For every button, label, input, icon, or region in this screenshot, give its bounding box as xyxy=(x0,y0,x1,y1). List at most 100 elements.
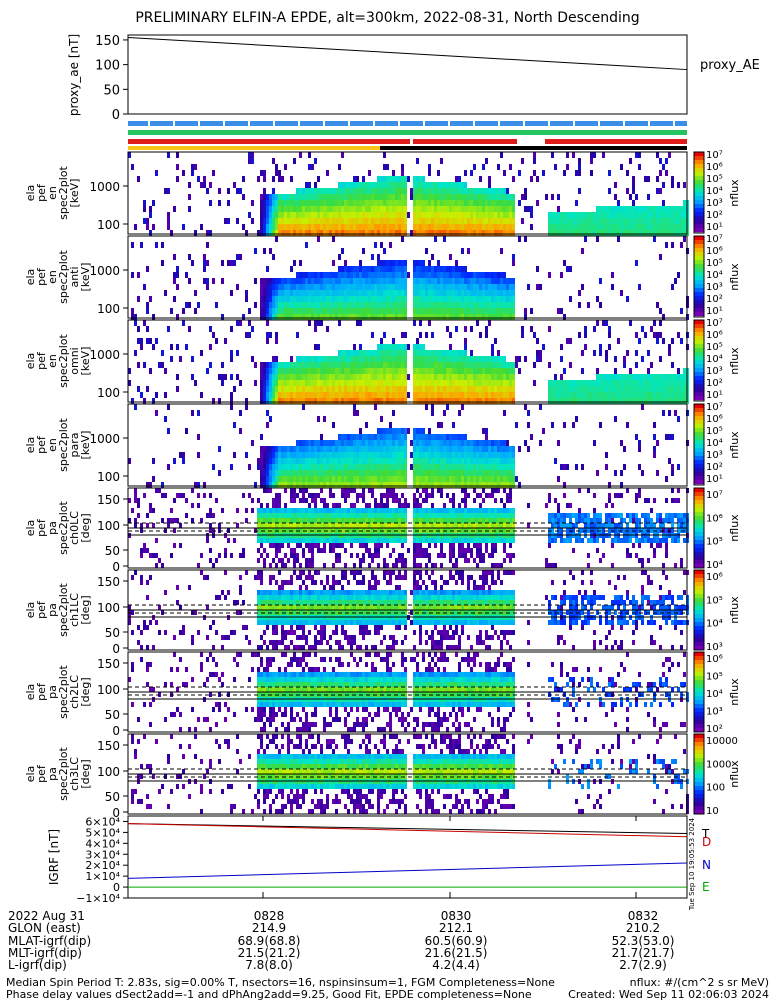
spectrogram-cell xyxy=(308,508,311,513)
spectrogram-cell xyxy=(512,476,515,482)
spectrogram-cell xyxy=(299,458,302,464)
spectrogram-cell xyxy=(512,212,515,218)
spectrogram-cell xyxy=(428,513,431,518)
spectrogram-cell xyxy=(272,218,275,224)
spectrogram-cell xyxy=(266,284,269,290)
spectrogram-cell xyxy=(269,368,272,374)
spectrogram-cell xyxy=(335,284,338,290)
spectrogram-cell xyxy=(359,290,362,296)
spectrogram-cell xyxy=(437,296,440,302)
spectrogram-cell xyxy=(479,458,482,464)
spectrogram-cell xyxy=(362,508,365,513)
spectrogram-cell xyxy=(338,302,341,308)
spectrogram-cell xyxy=(434,476,437,482)
spectrogram-cell xyxy=(470,440,473,446)
spectrogram-cell xyxy=(638,152,641,158)
spectrogram-cell xyxy=(509,218,512,224)
spectrogram-cell xyxy=(473,278,476,284)
status-bar-gap xyxy=(523,121,525,126)
spectrogram-cell xyxy=(485,362,488,368)
spectrogram-cell xyxy=(440,476,443,482)
spectrogram-cell xyxy=(296,482,299,488)
spectrogram-cell xyxy=(680,224,683,230)
spectrogram-cell xyxy=(263,230,266,236)
spectrogram-cell xyxy=(386,374,389,380)
spectrogram-cell xyxy=(380,386,383,392)
spectrogram-cell xyxy=(452,386,455,392)
spectrogram-cell xyxy=(455,188,458,194)
spectrogram-cell xyxy=(452,422,455,428)
spectrogram-cell xyxy=(380,498,383,503)
spectrogram-cell xyxy=(611,218,614,224)
spectrogram-cell xyxy=(386,350,389,356)
spectrogram-cell xyxy=(446,458,449,464)
spectrogram-cell xyxy=(359,518,362,523)
spectrogram-cell xyxy=(242,224,245,230)
spectrogram-cell xyxy=(332,470,335,476)
spectrogram-cell xyxy=(311,230,314,236)
spectrogram-cell xyxy=(500,194,503,200)
spectrogram-cell xyxy=(392,368,395,374)
spectrogram-cell xyxy=(344,446,347,452)
spectrogram-cell xyxy=(389,434,392,440)
spectrogram-cell xyxy=(317,513,320,518)
spectrogram-cell xyxy=(317,464,320,470)
spectrogram-cell xyxy=(446,523,449,528)
spectrogram-cell xyxy=(638,338,641,344)
spectrogram-cell xyxy=(290,194,293,200)
spectrogram-cell xyxy=(350,458,353,464)
spectrogram-cell xyxy=(275,538,278,543)
spectrogram-cell xyxy=(479,476,482,482)
spectrogram-cell xyxy=(275,508,278,513)
spectrogram-cell xyxy=(626,296,629,302)
spectrogram-cell xyxy=(434,350,437,356)
spectrogram-cell xyxy=(275,470,278,476)
spectrogram-cell xyxy=(671,176,674,182)
spectrogram-cell xyxy=(629,380,632,386)
spectrogram-cell xyxy=(269,224,272,230)
spectrogram-cell xyxy=(308,458,311,464)
spectrogram-cell xyxy=(575,416,578,422)
spectrogram-cell xyxy=(431,392,434,398)
spectrogram-cell xyxy=(275,482,278,488)
spectrogram-cell xyxy=(191,488,194,493)
spectrogram-cell xyxy=(434,434,437,440)
spectrogram-cell xyxy=(506,188,509,194)
spectrogram-cell xyxy=(209,528,212,533)
spectrogram-cell xyxy=(338,464,341,470)
spectrogram-cell xyxy=(275,503,278,508)
spectrogram-cell xyxy=(626,386,629,392)
spectrogram-cell xyxy=(257,458,260,464)
spectrogram-cell xyxy=(266,320,269,326)
spectrogram-cell xyxy=(647,206,650,212)
spectrogram-cell xyxy=(341,212,344,218)
spectrogram-cell xyxy=(209,344,212,350)
spectrogram-cell xyxy=(350,206,353,212)
spectrogram-cell xyxy=(314,356,317,362)
spectrogram-cell xyxy=(422,428,425,434)
spectrogram-cell xyxy=(341,518,344,523)
spectrogram-cell xyxy=(401,362,404,368)
colorbar-segment xyxy=(694,356,704,360)
spectrogram-cell xyxy=(440,218,443,224)
spectrogram-cell xyxy=(611,392,614,398)
spectrogram-cell xyxy=(302,314,305,320)
spectrogram-cell xyxy=(449,356,452,362)
spectrogram-cell xyxy=(254,248,257,254)
spectrogram-cell xyxy=(401,493,404,498)
spectrogram-cell xyxy=(473,398,476,404)
spectrogram-cell xyxy=(398,362,401,368)
spectrogram-cell xyxy=(461,248,464,254)
spectrogram-cell xyxy=(629,224,632,230)
spectrogram-cell xyxy=(377,356,380,362)
spectrogram-cell xyxy=(353,392,356,398)
spectrogram-cell xyxy=(335,458,338,464)
spectrogram-cell xyxy=(506,464,509,470)
spectrogram-cell xyxy=(434,302,437,308)
spectrogram-cell xyxy=(182,458,185,464)
spectrogram-cell xyxy=(605,464,608,470)
spectrogram-cell xyxy=(671,398,674,404)
spectrogram-cell xyxy=(668,206,671,212)
spectrogram-cell xyxy=(683,380,686,386)
spectrogram-cell xyxy=(482,368,485,374)
